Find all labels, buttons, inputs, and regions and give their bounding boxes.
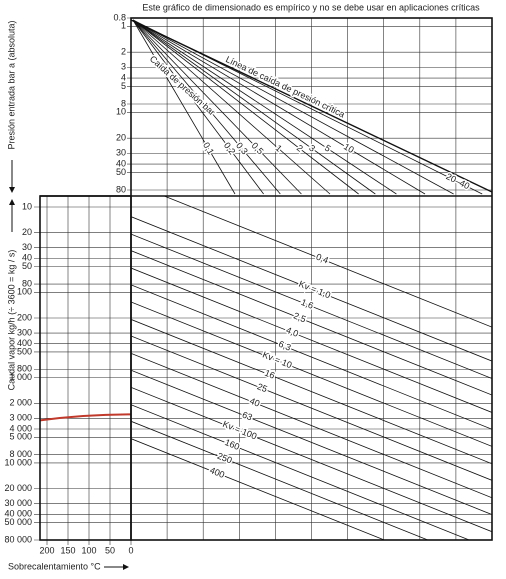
- lines: [39, 19, 493, 540]
- y-tick-label: 1: [121, 21, 126, 31]
- y-tick-label: 3: [121, 62, 126, 72]
- kv-line: [131, 301, 492, 447]
- y-tick-label: 20 000: [4, 483, 32, 493]
- y-tick-label: 3 000: [9, 413, 32, 423]
- y-tick-label: 100: [17, 287, 32, 297]
- y-tick-label: 40 000: [4, 509, 32, 519]
- y-tick-label: 50: [22, 261, 32, 271]
- pressure-drop-line: [132, 19, 281, 195]
- kv-line: [163, 196, 492, 328]
- kv-label: 6,3: [277, 339, 292, 353]
- example-line: [39, 413, 132, 422]
- y-tick-label: 1 000: [9, 372, 32, 382]
- kv-label: 63: [241, 410, 254, 423]
- y-tick-label: 10 000: [4, 457, 32, 467]
- x-tick-label: 100: [81, 545, 96, 555]
- y-tick-label: 2: [121, 47, 126, 57]
- x-tick-label: 200: [39, 545, 54, 555]
- x-tick-label: 0: [128, 545, 133, 555]
- x-tick-label: 50: [105, 545, 115, 555]
- y-axis-title: Presión entrada bar a (absoluta): [6, 20, 16, 149]
- x-tick-label: 150: [60, 545, 75, 555]
- kv-label: 0,4: [315, 252, 330, 266]
- pressure-drop-line: [132, 19, 454, 195]
- line-label: 20–40: [444, 171, 471, 191]
- pressure-drop-line: [132, 19, 359, 195]
- y-tick-label: 200: [17, 312, 32, 322]
- chart-title: Este gráfico de dimensionado es empírico…: [142, 2, 480, 12]
- kv-line: [131, 352, 492, 499]
- kv-label: 1,6: [300, 297, 315, 311]
- y-axis-title: Caudal vapor kg/h (÷ 3600 = kg / s): [6, 250, 16, 391]
- kv-label: 25: [256, 381, 269, 394]
- y-tick-label: 2 000: [9, 398, 32, 408]
- kv-label: 160: [223, 437, 241, 452]
- y-tick-label: 80: [116, 184, 126, 194]
- y-tick-label: 30 000: [4, 498, 32, 508]
- y-tick-label: 30: [116, 148, 126, 158]
- kv-line: [131, 438, 386, 540]
- kv-line: [131, 319, 492, 465]
- y-tick-label: 40: [116, 158, 126, 168]
- kv-line: [131, 386, 492, 533]
- kv-label: 400: [208, 465, 226, 480]
- kv-line: [131, 404, 471, 540]
- pressure-drop-line: [132, 19, 302, 195]
- critical-line-label: Línea de caída de presión crítica: [224, 54, 346, 119]
- y-tick-label: 20: [116, 133, 126, 143]
- y-tick-label: 10: [22, 201, 32, 211]
- y-tick-label: 50: [116, 167, 126, 177]
- line-label: 5: [323, 143, 333, 154]
- y-tick-label: 8: [121, 98, 126, 108]
- y-tick-label: 800: [17, 364, 32, 374]
- y-tick-label: 30: [22, 242, 32, 252]
- y-tick-label: 20: [22, 227, 32, 237]
- kv-line: [131, 233, 492, 379]
- kv-line: [131, 420, 429, 540]
- pressure-drop-line: [132, 19, 483, 195]
- kv-line: [131, 369, 492, 515]
- kv-label: 40: [248, 396, 261, 409]
- y-tick-label: 300: [17, 327, 32, 337]
- kv-label: 4,0: [285, 325, 300, 339]
- kv-line: [131, 284, 492, 430]
- kv-line: [131, 250, 492, 396]
- y-tick-label: 50 000: [4, 517, 32, 527]
- pressure-drop-line: [132, 19, 426, 195]
- line-label: 3: [307, 143, 317, 154]
- kv-line: [131, 267, 492, 413]
- kv-line: [131, 216, 492, 362]
- y-tick-label: 8 000: [9, 449, 32, 459]
- y-tick-label: 400: [17, 338, 32, 348]
- kv-label: 2,5: [292, 310, 307, 324]
- line-label: 10: [342, 141, 356, 155]
- pressure-drop-line: [132, 19, 236, 195]
- y-tick-label: 5: [121, 81, 126, 91]
- x-axis-title: Sobrecalentamiento °C: [8, 561, 101, 571]
- pressure-drop-line: [132, 19, 331, 195]
- kv-line: [131, 335, 492, 481]
- y-tick-label: 4: [121, 72, 126, 82]
- pressure-drop-line: [132, 19, 397, 195]
- y-tick-label: 80 000: [4, 534, 32, 544]
- pressure-drop-line: [132, 19, 264, 195]
- pressure-drop-line: [132, 19, 376, 195]
- frame: [39, 195, 132, 541]
- y-tick-label: 40: [22, 253, 32, 263]
- y-tick-label: 80: [22, 278, 32, 288]
- line-label: 2: [295, 143, 305, 154]
- y-tick-label: 0.8: [113, 12, 126, 22]
- y-tick-label: 10: [116, 107, 126, 117]
- line-label: 0,2: [222, 140, 238, 156]
- y-tick-label: 4 000: [9, 423, 32, 433]
- kv-label: 16: [263, 368, 276, 381]
- kv-label: 250: [216, 451, 234, 466]
- y-tick-label: 500: [17, 346, 32, 356]
- y-tick-label: 5 000: [9, 432, 32, 442]
